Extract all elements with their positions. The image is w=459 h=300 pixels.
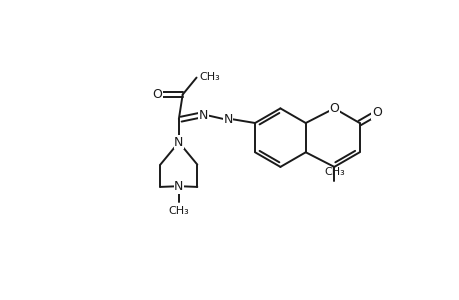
Text: O: O (152, 88, 162, 101)
Text: N: N (223, 113, 232, 126)
Text: CH₃: CH₃ (199, 72, 220, 82)
Text: O: O (371, 106, 381, 119)
Text: O: O (329, 102, 338, 115)
Text: CH₃: CH₃ (168, 206, 189, 216)
Text: N: N (198, 109, 208, 122)
Text: N: N (174, 180, 183, 194)
Text: CH₃: CH₃ (323, 167, 344, 177)
Text: N: N (174, 136, 183, 149)
